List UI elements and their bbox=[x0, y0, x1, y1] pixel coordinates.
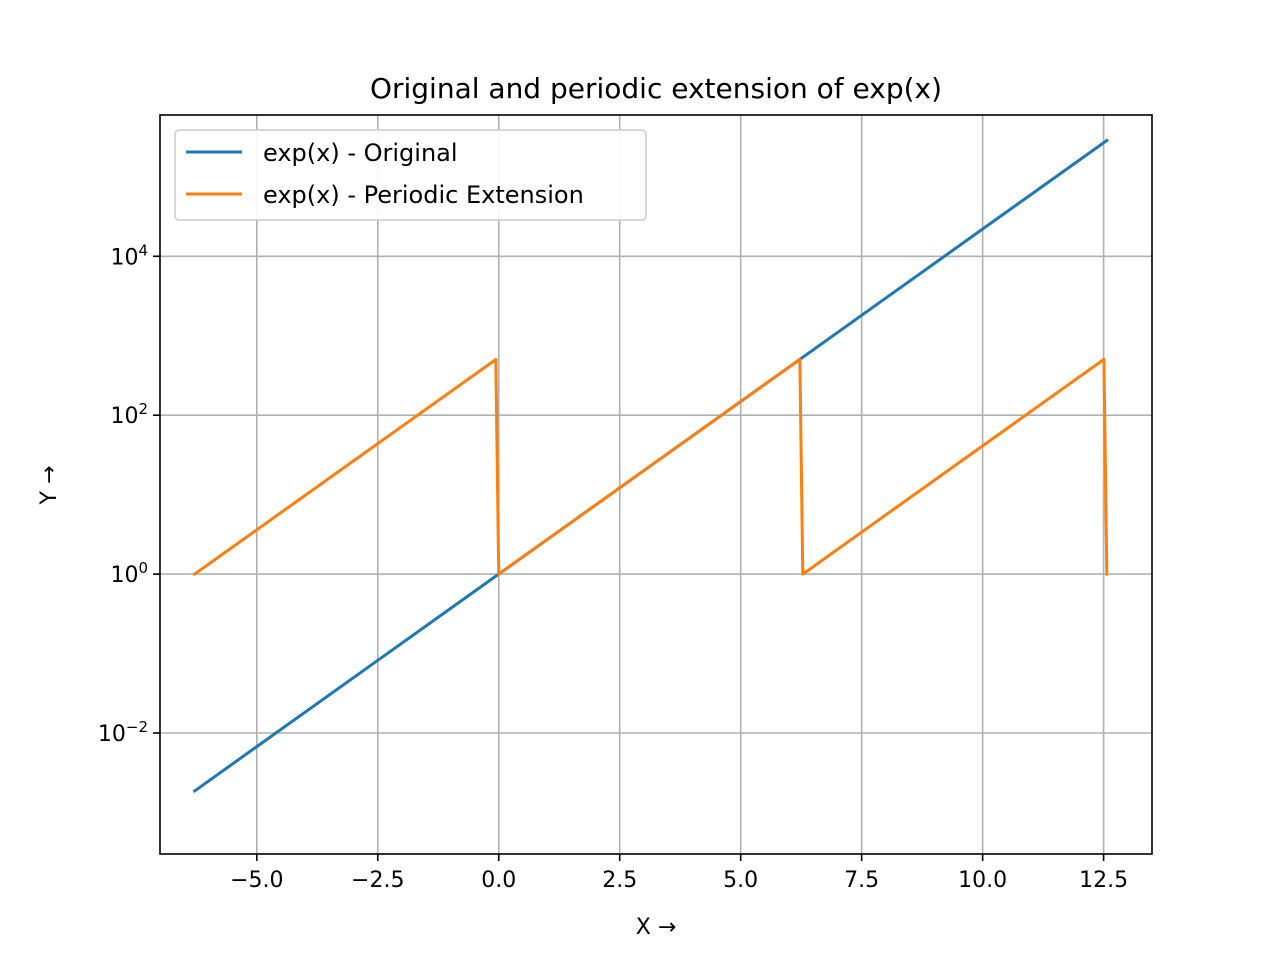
x-axis: −5.0 −2.5 0.0 2.5 5.0 7.5 10.0 12.5 bbox=[230, 854, 1128, 893]
y-tick-label: 100 bbox=[110, 559, 148, 588]
y-tick-label: 10−2 bbox=[98, 718, 148, 747]
y-axis: 10−2 100 102 104 bbox=[98, 241, 160, 747]
plot-area bbox=[160, 115, 1152, 854]
x-tick-label: 0.0 bbox=[481, 868, 516, 893]
x-tick-label: −2.5 bbox=[351, 868, 404, 893]
y-tick-label: 104 bbox=[110, 241, 148, 270]
x-tick-label: −5.0 bbox=[230, 868, 283, 893]
x-tick-label: 5.0 bbox=[723, 868, 758, 893]
legend-label-periodic: exp(x) - Periodic Extension bbox=[263, 181, 584, 209]
chart-title: Original and periodic extension of exp(x… bbox=[370, 72, 942, 105]
x-tick-label: 2.5 bbox=[602, 868, 637, 893]
x-tick-label: 10.0 bbox=[958, 868, 1007, 893]
x-axis-label: X → bbox=[636, 915, 677, 940]
legend: exp(x) - Original exp(x) - Periodic Exte… bbox=[174, 129, 647, 221]
y-tick-label: 102 bbox=[110, 400, 148, 429]
legend-label-original: exp(x) - Original bbox=[263, 139, 458, 167]
series-line-periodic-extension bbox=[192, 357, 1109, 577]
y-axis-label: Y → bbox=[37, 466, 62, 506]
plot-frame bbox=[159, 114, 1153, 855]
x-tick-label: 7.5 bbox=[844, 868, 879, 893]
legend-box bbox=[174, 129, 647, 221]
x-tick-label: 12.5 bbox=[1079, 868, 1128, 893]
series-layer bbox=[192, 138, 1109, 794]
